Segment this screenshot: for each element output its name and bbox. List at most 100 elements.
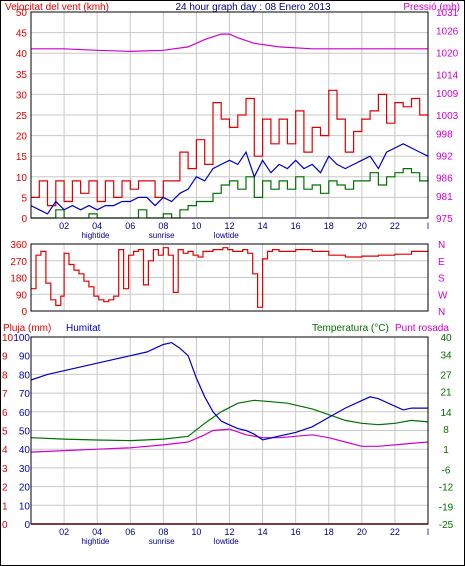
rain-axis-label: Pluja (mm) xyxy=(3,323,51,334)
rain-y-tick: 6 xyxy=(2,408,8,419)
pressure-y-tick: 975 xyxy=(436,214,453,225)
x-tick-label: 22 xyxy=(390,221,400,231)
direction-y-tick: 270 xyxy=(10,257,27,268)
pressure-y-tick: 1014 xyxy=(436,71,459,82)
rain-y-tick: 4 xyxy=(2,445,8,456)
direction-y-tick: 90 xyxy=(16,290,28,301)
chart-title: 24 hour graph day : 08 Enero 2013 xyxy=(175,2,331,13)
direction-line xyxy=(31,247,429,308)
compass-label: N xyxy=(438,240,445,251)
x-tick-label: 16 xyxy=(291,527,301,537)
wind-plot-frame xyxy=(30,11,429,219)
x-tick-label: 12 xyxy=(224,221,234,231)
dewpoint-line xyxy=(30,428,429,453)
humidity-y-tick: 60 xyxy=(19,408,31,419)
compass-label: E xyxy=(438,257,445,268)
temperature-y-tick: 8 xyxy=(443,425,449,436)
compass-label: S xyxy=(438,274,445,285)
x-tick-label: 04 xyxy=(92,527,102,537)
rain-y-tick: 0 xyxy=(2,520,8,531)
x-annotation: sunrise xyxy=(149,231,175,240)
x-annotation: sunrise xyxy=(149,537,175,546)
x-tick-label: 18 xyxy=(324,527,334,537)
pressure-axis-label: Pressió (mb) xyxy=(403,2,460,13)
wind-axis-label: Velocitat del vent (kmh) xyxy=(5,2,109,13)
x-tick-label: 04 xyxy=(92,221,102,231)
rain-y-tick: 5 xyxy=(2,427,8,438)
pressure-y-tick: 986 xyxy=(436,174,453,185)
temperature-y-tick: 14 xyxy=(440,408,452,419)
temperature-axis-label: Temperatura (°C) xyxy=(312,323,389,334)
rain-y-tick: 9 xyxy=(2,352,8,363)
direction-y-tick: 360 xyxy=(10,240,27,251)
x-tick-label: 02 xyxy=(59,221,69,231)
humidity-axis-label: Humitat xyxy=(66,323,101,334)
wind-y-tick: 35 xyxy=(16,70,28,81)
x-tick-label: 12 xyxy=(224,527,234,537)
temperature-y-tick: 1 xyxy=(443,445,449,456)
pressure-y-tick: 1020 xyxy=(436,48,459,59)
x-tick-label: 10 xyxy=(191,221,201,231)
rain-y-tick: 3 xyxy=(2,464,8,475)
temperature-y-tick: -6 xyxy=(442,465,451,476)
humidity-y-tick: 90 xyxy=(19,352,31,363)
rain-y-tick: 8 xyxy=(2,370,8,381)
wind-y-tick: 5 xyxy=(21,193,27,204)
rain-y-tick: 7 xyxy=(2,389,8,400)
temperature-y-tick: 27 xyxy=(440,370,452,381)
x-tick-label: 22 xyxy=(390,527,400,537)
wind-y-tick: 50 xyxy=(16,8,28,19)
humidity-line xyxy=(30,341,428,441)
temperature-y-tick: -12 xyxy=(439,483,454,494)
humidity-y-tick: 50 xyxy=(19,427,31,438)
x-tick-end: l xyxy=(427,221,429,231)
temperature-y-tick: 21 xyxy=(440,388,452,399)
x-annotation: lowtide xyxy=(214,231,239,240)
x-tick-label: 20 xyxy=(357,221,367,231)
wind-y-tick: 45 xyxy=(16,29,28,40)
direction-plot-frame xyxy=(30,243,429,312)
pressure-y-tick: 981 xyxy=(436,192,453,203)
direction-y-tick: 0 xyxy=(21,307,27,318)
x-tick-label: 06 xyxy=(125,527,135,537)
pressure-line xyxy=(31,33,428,53)
humidity-y-tick: 30 xyxy=(19,464,31,475)
temperature-y-tick: -19 xyxy=(439,503,454,514)
gust-line xyxy=(31,89,428,207)
pressure-y-tick: 1031 xyxy=(436,8,459,19)
humidity-y-tick: 40 xyxy=(19,445,31,456)
direction-y-tick: 180 xyxy=(10,274,27,285)
avg-wind-line xyxy=(30,143,429,215)
x-annotation: lowtide xyxy=(214,537,239,546)
rain-y-tick: 10 xyxy=(2,333,14,344)
x-tick-label: 08 xyxy=(158,527,168,537)
x-tick-label: 14 xyxy=(258,221,268,231)
x-tick-label: 14 xyxy=(258,527,268,537)
humidity-y-tick: 0 xyxy=(24,520,30,531)
x-tick-label: 02 xyxy=(59,527,69,537)
dewpoint-axis-label: Punt rosada xyxy=(395,323,449,334)
x-annotation: hightide xyxy=(81,537,110,546)
wind-y-tick: 30 xyxy=(16,90,28,101)
compass-label: W xyxy=(438,290,448,301)
wind-y-tick: 40 xyxy=(16,49,28,60)
x-tick-label: 18 xyxy=(324,221,334,231)
wind-y-tick: 10 xyxy=(16,173,28,184)
temperature-y-tick: 34 xyxy=(440,350,452,361)
wind-y-tick: 25 xyxy=(16,111,28,122)
pressure-y-tick: 1009 xyxy=(436,89,459,100)
temperature-y-tick: -25 xyxy=(439,520,454,531)
temperature-line xyxy=(30,399,429,442)
x-tick-label: 06 xyxy=(125,221,135,231)
humidity-y-tick: 70 xyxy=(19,389,31,400)
x-tick-label: 16 xyxy=(291,221,301,231)
temperature-y-tick: 40 xyxy=(440,333,452,344)
pressure-y-tick: 1003 xyxy=(436,111,459,122)
pressure-y-tick: 998 xyxy=(436,129,453,140)
pressure-y-tick: 992 xyxy=(436,151,453,162)
rain-y-tick: 1 xyxy=(2,501,8,512)
humidity-y-tick: 10 xyxy=(19,501,31,512)
temp-plot-frame xyxy=(30,336,429,525)
